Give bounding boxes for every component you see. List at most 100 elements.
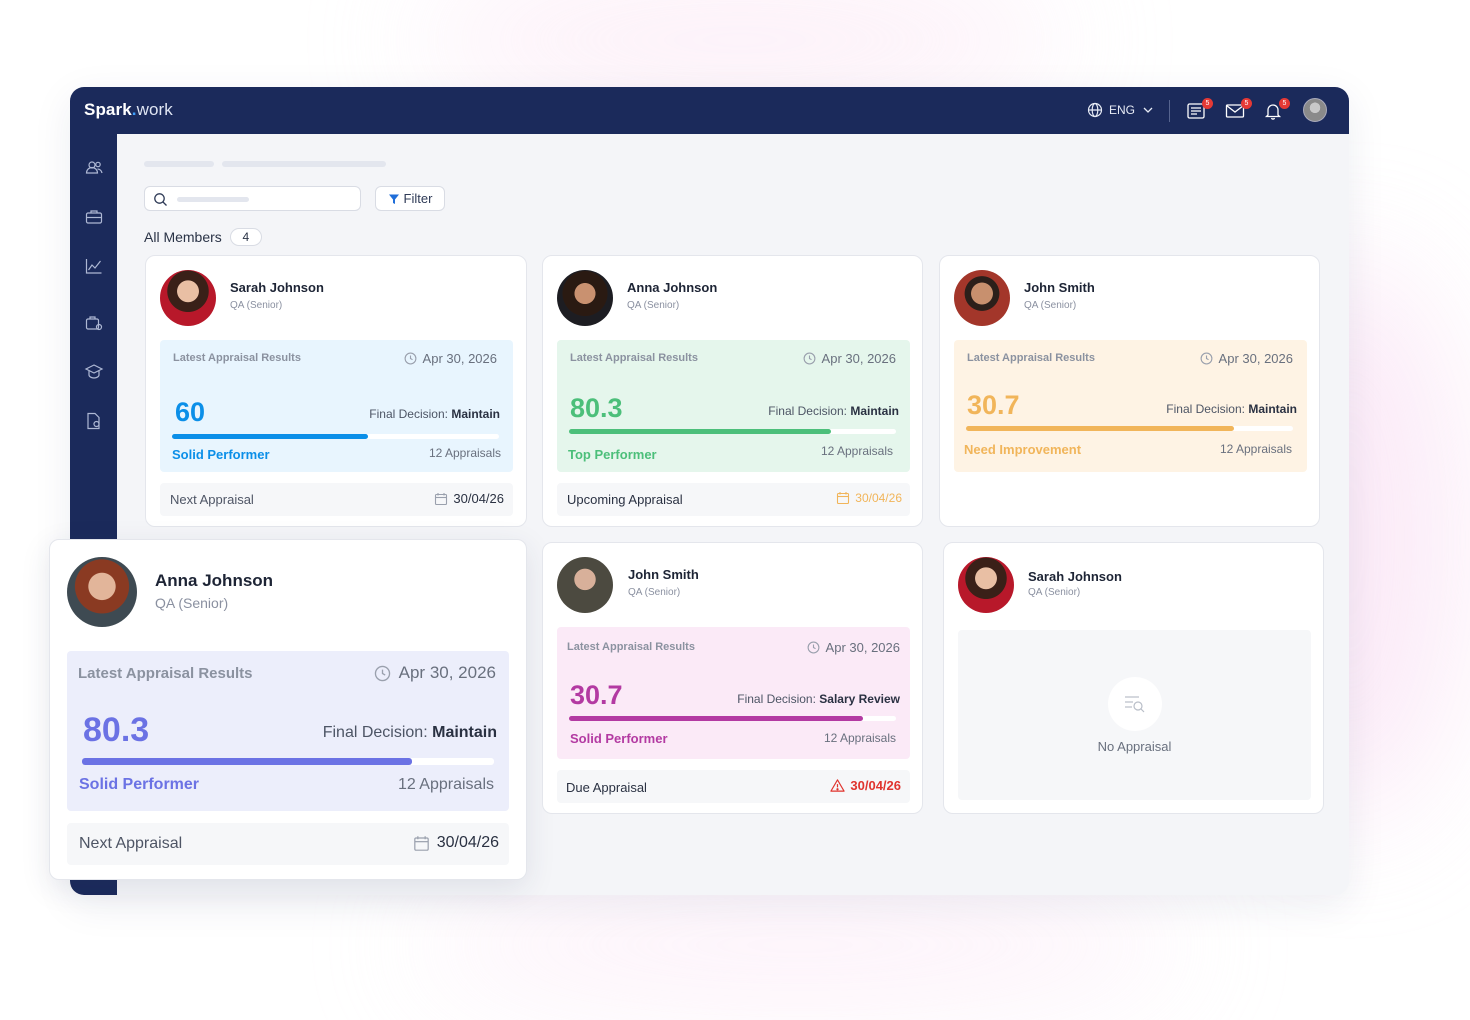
top-bar: Spark.work ENG 5 5 5 <box>70 87 1349 134</box>
panel-date-text: Apr 30, 2026 <box>398 663 496 682</box>
document-settings-icon <box>87 412 100 430</box>
globe-icon <box>1087 102 1103 118</box>
sidebar-item-members[interactable] <box>84 158 104 178</box>
language-label: ENG <box>1109 103 1136 117</box>
logo-tail: work <box>136 100 173 119</box>
sidebar-item-jobs[interactable] <box>84 207 104 227</box>
filter-label: Filter <box>403 191 433 206</box>
progress-fill <box>966 426 1235 431</box>
mail-button[interactable]: 5 <box>1225 98 1252 123</box>
briefcase-settings-icon <box>85 316 103 331</box>
clock-icon <box>807 641 819 654</box>
members-count: 4 <box>229 228 262 246</box>
performance-label: Need Improvement <box>964 442 1082 457</box>
sidebar-item-analytics[interactable] <box>84 256 104 276</box>
avatar <box>557 270 613 326</box>
progress-fill <box>172 434 369 439</box>
sidebar-item-training[interactable] <box>84 362 104 382</box>
member-role: QA (Senior) <box>628 587 681 598</box>
search-input[interactable] <box>144 186 361 211</box>
decision-value: Maintain <box>451 407 500 421</box>
clock-icon <box>803 352 815 365</box>
progress-track <box>569 716 896 721</box>
footer-date: 30/04/26 <box>830 778 901 793</box>
decision-value: Maintain <box>850 404 899 418</box>
panel-date-text: Apr 30, 2026 <box>821 351 896 366</box>
decision-label: Final Decision: <box>369 407 448 421</box>
panel-label: Latest Appraisal Results <box>78 665 253 682</box>
footer-date-text: 30/04/26 <box>850 778 901 793</box>
user-avatar[interactable] <box>1303 98 1327 122</box>
appraisal-count: 12 Appraisals <box>397 776 494 793</box>
graduation-icon <box>84 364 104 379</box>
score: 30.7 <box>967 390 1020 420</box>
footer-date: 30/04/26 <box>836 491 902 505</box>
search-placeholder <box>177 197 249 202</box>
clock-icon <box>404 352 416 365</box>
member-role: QA (Senior) <box>627 300 680 311</box>
logo-main: Spark <box>84 100 132 119</box>
member-card[interactable]: Sarah Johnson QA (Senior) Latest Apprais… <box>145 255 527 527</box>
due-appraisal-row: Due Appraisal 30/04/26 <box>557 770 910 803</box>
panel-date: Apr 30, 2026 <box>807 640 900 655</box>
member-name: John Smith <box>628 567 699 582</box>
performance-label: Top Performer <box>568 447 657 462</box>
panel-date-text: Apr 30, 2026 <box>422 351 497 366</box>
search-list-icon <box>1125 696 1145 713</box>
clock-icon <box>1200 352 1212 365</box>
sidebar-item-documents[interactable] <box>84 411 104 431</box>
members-header: All Members 4 <box>144 228 262 246</box>
mail-badge: 5 <box>1241 98 1252 109</box>
member-card[interactable]: John Smith QA (Senior) Latest Appraisal … <box>542 542 923 814</box>
member-card[interactable]: John Smith QA (Senior) Latest Appraisal … <box>939 255 1320 527</box>
language-selector[interactable]: ENG <box>1087 102 1155 118</box>
warning-icon <box>830 779 846 792</box>
member-name: John Smith <box>1024 280 1095 295</box>
notifications-button[interactable]: 5 <box>1263 98 1290 123</box>
sidebar-item-appraisals[interactable] <box>84 313 104 333</box>
panel-date-text: Apr 30, 2026 <box>825 640 900 655</box>
score: 60 <box>175 397 206 427</box>
member-card[interactable]: Sarah Johnson QA (Senior) No Appraisal <box>943 542 1324 814</box>
progress-track <box>569 429 896 434</box>
appraisal-count: 12 Appraisals <box>820 444 893 458</box>
logo[interactable]: Spark.work <box>84 100 173 120</box>
decision-label: Final Decision: <box>768 404 847 418</box>
users-icon <box>85 161 103 174</box>
member-card-expanded[interactable]: Anna Johnson QA (Senior) Latest Appraisa… <box>49 539 527 880</box>
final-decision: Final Decision: Maintain <box>1166 402 1297 416</box>
appraisal-panel: Latest Appraisal Results Apr 30, 2026 80… <box>67 651 509 811</box>
footer-date: 30/04/26 <box>413 834 499 852</box>
appraisal-count: 12 Appraisals <box>823 731 896 745</box>
background-glow <box>420 880 1180 1010</box>
appraisal-panel: Latest Appraisal Results Apr 30, 2026 30… <box>954 340 1307 472</box>
breadcrumb <box>222 161 386 167</box>
empty-state: No Appraisal <box>958 630 1311 800</box>
breadcrumb <box>144 161 214 167</box>
performance-label: Solid Performer <box>172 447 270 462</box>
decision-value: Maintain <box>1248 402 1297 416</box>
appraisal-panel: Latest Appraisal Results Apr 30, 2026 80… <box>557 340 910 472</box>
member-name: Sarah Johnson <box>1028 569 1122 584</box>
panel-date: Apr 30, 2026 <box>374 663 496 683</box>
member-card[interactable]: Anna Johnson QA (Senior) Latest Appraisa… <box>542 255 923 527</box>
tasks-button[interactable]: 5 <box>1186 98 1213 123</box>
progress-track <box>82 758 494 765</box>
panel-label: Latest Appraisal Results <box>567 641 695 653</box>
footer-label: Due Appraisal <box>566 780 647 795</box>
appraisal-panel: Latest Appraisal Results Apr 30, 2026 30… <box>557 627 910 759</box>
panel-date-text: Apr 30, 2026 <box>1218 351 1293 366</box>
panel-label: Latest Appraisal Results <box>570 352 698 364</box>
tasks-icon <box>1187 103 1205 119</box>
filter-button[interactable]: Filter <box>375 186 445 211</box>
footer-label: Next Appraisal <box>79 835 183 852</box>
member-role: QA (Senior) <box>1028 587 1081 598</box>
upcoming-appraisal-row: Upcoming Appraisal 30/04/26 <box>557 483 910 516</box>
score: 30.7 <box>570 680 623 710</box>
tasks-badge: 5 <box>1202 98 1213 109</box>
calendar-icon <box>413 835 429 851</box>
final-decision: Final Decision: Maintain <box>323 724 497 742</box>
clock-icon <box>374 665 390 681</box>
avatar <box>67 557 137 627</box>
member-role: QA (Senior) <box>1024 300 1077 311</box>
